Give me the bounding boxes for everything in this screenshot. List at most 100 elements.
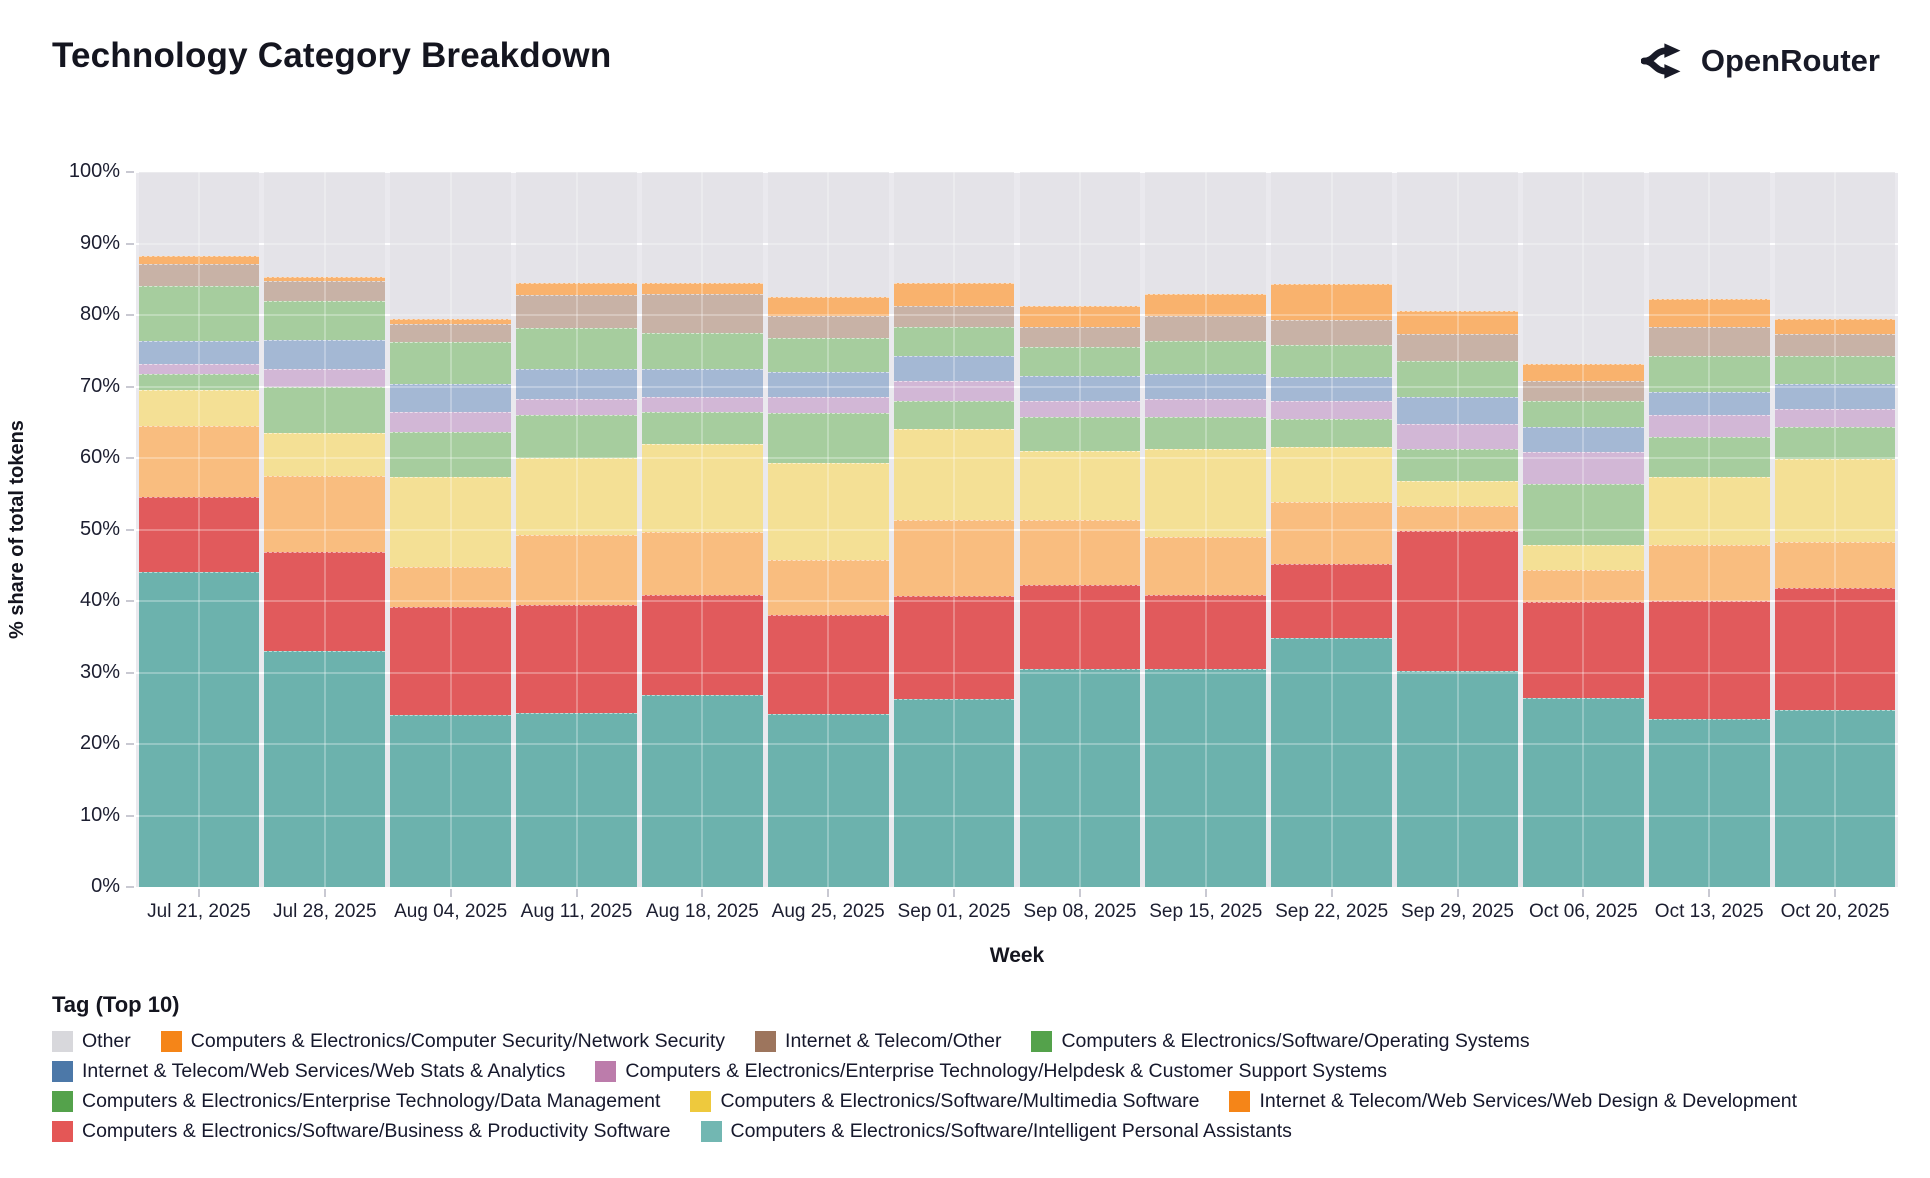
bar-segment-ito-week-7[interactable]	[1019, 327, 1141, 348]
bar-segment-wdd-week-10[interactable]	[1397, 505, 1518, 531]
bar-segment-mms-week-6[interactable]	[893, 429, 1015, 521]
bar-segment-bps-week-9[interactable]	[1271, 563, 1393, 639]
bar-segment-ns-week-1[interactable]	[264, 277, 386, 282]
bar-segment-other-week-10[interactable]	[1397, 172, 1518, 312]
bar-segment-ipa-week-7[interactable]	[1019, 668, 1141, 887]
legend-item-dm[interactable]: Computers & Electronics/Enterprise Techn…	[52, 1090, 660, 1113]
bar-segment-ito-week-4[interactable]	[641, 293, 763, 333]
bar-segment-wsa-week-0[interactable]	[138, 341, 260, 364]
bar-segment-wdd-week-7[interactable]	[1019, 520, 1141, 585]
bar-segment-wsa-week-1[interactable]	[264, 340, 386, 370]
bar-segment-other-week-4[interactable]	[641, 172, 763, 283]
bar-segment-ito-week-11[interactable]	[1522, 380, 1644, 401]
bar-segment-mms-week-10[interactable]	[1397, 480, 1518, 506]
bar-segment-mms-week-3[interactable]	[516, 458, 637, 536]
bar-segment-ito-week-1[interactable]	[264, 281, 386, 301]
bar-segment-wdd-week-6[interactable]	[893, 520, 1015, 596]
bar-segment-hcs-week-4[interactable]	[641, 397, 763, 412]
legend-item-wdd[interactable]: Internet & Telecom/Web Services/Web Desi…	[1229, 1090, 1797, 1113]
bar-segment-wdd-week-8[interactable]	[1145, 536, 1267, 596]
bar-segment-os-week-11[interactable]	[1522, 400, 1644, 428]
bar-segment-dm-week-9[interactable]	[1271, 418, 1393, 448]
bar-segment-os-week-0[interactable]	[138, 286, 260, 342]
bar-segment-os-week-3[interactable]	[516, 327, 637, 369]
bar-segment-wsa-week-5[interactable]	[767, 372, 889, 398]
bar-segment-other-week-0[interactable]	[138, 172, 260, 257]
bar-segment-hcs-week-1[interactable]	[264, 369, 386, 387]
bar-segment-wsa-week-13[interactable]	[1774, 384, 1896, 410]
legend-item-bps[interactable]: Computers & Electronics/Software/Busines…	[52, 1120, 671, 1143]
legend-item-other[interactable]: Other	[52, 1030, 131, 1053]
bar-segment-dm-week-5[interactable]	[767, 412, 889, 464]
bar-segment-wdd-week-4[interactable]	[641, 531, 763, 596]
bar-segment-mms-week-5[interactable]	[767, 463, 889, 560]
bar-segment-wdd-week-12[interactable]	[1648, 545, 1770, 601]
bar-segment-wsa-week-10[interactable]	[1397, 397, 1518, 424]
bar-segment-wsa-week-7[interactable]	[1019, 375, 1141, 401]
bar-segment-wsa-week-3[interactable]	[516, 368, 637, 399]
bar-segment-hcs-week-10[interactable]	[1397, 423, 1518, 449]
bar-segment-ito-week-10[interactable]	[1397, 334, 1518, 362]
bar-segment-ns-week-12[interactable]	[1648, 298, 1770, 328]
bar-segment-hcs-week-6[interactable]	[893, 380, 1015, 401]
bar-segment-os-week-5[interactable]	[767, 337, 889, 373]
bar-segment-os-week-6[interactable]	[893, 327, 1015, 356]
bar-segment-ns-week-8[interactable]	[1145, 293, 1267, 317]
bar-segment-dm-week-2[interactable]	[390, 431, 512, 478]
bar-segment-wdd-week-11[interactable]	[1522, 570, 1644, 603]
bar-segment-hcs-week-9[interactable]	[1271, 400, 1393, 419]
bar-segment-wsa-week-6[interactable]	[893, 355, 1015, 381]
bar-segment-dm-week-4[interactable]	[641, 411, 763, 444]
bar-segment-ipa-week-0[interactable]	[138, 572, 260, 887]
bar-segment-ns-week-5[interactable]	[767, 297, 889, 317]
bar-segment-dm-week-10[interactable]	[1397, 448, 1518, 481]
bar-segment-ito-week-5[interactable]	[767, 316, 889, 338]
bar-segment-bps-week-5[interactable]	[767, 615, 889, 714]
bar-segment-other-week-8[interactable]	[1145, 172, 1267, 294]
bar-segment-ns-week-3[interactable]	[516, 282, 637, 295]
bar-segment-ns-week-0[interactable]	[138, 256, 260, 264]
bar-segment-hcs-week-7[interactable]	[1019, 400, 1141, 417]
bar-segment-other-week-7[interactable]	[1019, 172, 1141, 306]
bar-segment-dm-week-8[interactable]	[1145, 416, 1267, 449]
bar-segment-ns-week-4[interactable]	[641, 282, 763, 294]
bar-segment-hcs-week-12[interactable]	[1648, 415, 1770, 437]
bar-segment-os-week-13[interactable]	[1774, 355, 1896, 385]
bar-segment-ipa-week-3[interactable]	[516, 713, 637, 887]
bar-segment-dm-week-13[interactable]	[1774, 427, 1896, 460]
bar-segment-ito-week-8[interactable]	[1145, 316, 1267, 342]
bar-segment-os-week-8[interactable]	[1145, 341, 1267, 374]
bar-segment-hcs-week-2[interactable]	[390, 411, 512, 432]
bar-segment-dm-week-1[interactable]	[264, 386, 386, 433]
bar-segment-ipa-week-6[interactable]	[893, 698, 1015, 887]
bar-segment-ipa-week-9[interactable]	[1271, 638, 1393, 887]
bar-segment-os-week-2[interactable]	[390, 342, 512, 385]
bar-segment-os-week-12[interactable]	[1648, 355, 1770, 392]
bar-segment-other-week-12[interactable]	[1648, 172, 1770, 299]
bar-segment-ns-week-13[interactable]	[1774, 318, 1896, 335]
bar-segment-dm-week-3[interactable]	[516, 415, 637, 458]
bar-segment-bps-week-1[interactable]	[264, 552, 386, 652]
bar-segment-ito-week-0[interactable]	[138, 263, 260, 287]
bar-segment-os-week-7[interactable]	[1019, 347, 1141, 376]
bar-segment-ito-week-6[interactable]	[893, 305, 1015, 328]
bar-segment-hcs-week-11[interactable]	[1522, 452, 1644, 485]
bar-segment-dm-week-11[interactable]	[1522, 484, 1644, 546]
legend-item-ns[interactable]: Computers & Electronics/Computer Securit…	[160, 1030, 725, 1053]
bar-segment-ns-week-9[interactable]	[1271, 284, 1393, 321]
bar-segment-wdd-week-5[interactable]	[767, 559, 889, 616]
bar-segment-other-week-3[interactable]	[516, 172, 637, 283]
bar-segment-hcs-week-0[interactable]	[138, 363, 260, 375]
bar-segment-wsa-week-9[interactable]	[1271, 377, 1393, 401]
bar-segment-os-week-9[interactable]	[1271, 345, 1393, 378]
bar-segment-wdd-week-9[interactable]	[1271, 502, 1393, 564]
bar-segment-ns-week-11[interactable]	[1522, 363, 1644, 381]
bar-segment-ito-week-12[interactable]	[1648, 327, 1770, 356]
bar-segment-bps-week-7[interactable]	[1019, 584, 1141, 669]
bar-segment-ipa-week-13[interactable]	[1774, 709, 1896, 887]
bar-segment-mms-week-0[interactable]	[138, 390, 260, 426]
bar-segment-ipa-week-2[interactable]	[390, 715, 512, 887]
bar-segment-mms-week-11[interactable]	[1522, 545, 1644, 571]
legend-item-hcs[interactable]: Computers & Electronics/Enterprise Techn…	[595, 1060, 1387, 1083]
bar-segment-ito-week-2[interactable]	[390, 324, 512, 343]
